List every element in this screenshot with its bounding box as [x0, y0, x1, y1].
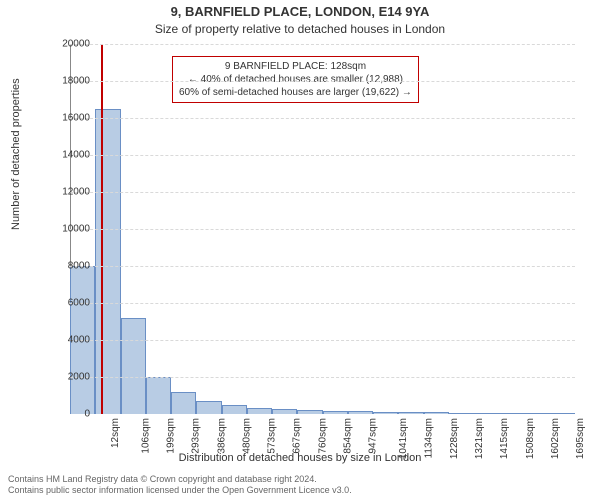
x-tick-label: 667sqm — [292, 418, 303, 454]
x-tick-label: 1695sqm — [575, 418, 586, 459]
histogram-bar — [525, 413, 550, 414]
histogram-bar — [499, 413, 524, 414]
x-tick-label: 760sqm — [317, 418, 328, 454]
gridline — [70, 192, 575, 193]
x-tick-label: 1134sqm — [423, 418, 434, 458]
y-tick-label: 2000 — [30, 372, 90, 383]
annotation-box: 9 BARNFIELD PLACE: 128sqm ← 40% of detac… — [172, 56, 419, 103]
x-tick-label: 12sqm — [110, 418, 121, 448]
x-tick-label: 199sqm — [166, 418, 177, 454]
gridline — [70, 303, 575, 304]
gridline — [70, 155, 575, 156]
x-tick-label: 1321sqm — [474, 418, 485, 459]
histogram-bar — [348, 411, 373, 414]
chart-subtitle: Size of property relative to detached ho… — [0, 22, 600, 36]
gridline — [70, 118, 575, 119]
x-tick-label: 1041sqm — [399, 418, 410, 459]
histogram-bar — [121, 318, 146, 414]
histogram-bar — [449, 413, 474, 414]
histogram-bar — [272, 409, 297, 414]
x-tick-label: 293sqm — [191, 418, 202, 454]
x-tick-label: 573sqm — [267, 418, 278, 454]
histogram-bar — [196, 401, 221, 414]
y-tick-label: 6000 — [30, 298, 90, 309]
histogram-bar — [247, 408, 272, 414]
y-tick-label: 4000 — [30, 335, 90, 346]
y-tick-label: 0 — [30, 409, 90, 420]
x-tick-label: 106sqm — [140, 418, 151, 454]
annotation-line3: 60% of semi-detached houses are larger (… — [179, 86, 412, 99]
gridline — [70, 44, 575, 45]
x-tick-label: 480sqm — [241, 418, 252, 454]
x-tick-label: 1602sqm — [550, 418, 561, 459]
gridline — [70, 340, 575, 341]
annotation-line1: 9 BARNFIELD PLACE: 128sqm — [179, 60, 412, 73]
footer-line2: Contains public sector information licen… — [8, 485, 352, 496]
chart-container: 9, BARNFIELD PLACE, LONDON, E14 9YA Size… — [0, 0, 600, 500]
y-tick-label: 10000 — [30, 224, 90, 235]
y-tick-label: 16000 — [30, 113, 90, 124]
histogram-bar — [424, 412, 449, 414]
y-tick-label: 20000 — [30, 39, 90, 50]
y-axis-title: Number of detached properties — [10, 78, 22, 230]
histogram-bar — [146, 377, 171, 414]
x-tick-label: 854sqm — [342, 418, 353, 454]
x-tick-label: 1228sqm — [449, 418, 460, 459]
plot-area: 9 BARNFIELD PLACE: 128sqm ← 40% of detac… — [70, 44, 575, 414]
histogram-bar — [550, 413, 575, 414]
footer: Contains HM Land Registry data © Crown c… — [8, 474, 352, 496]
annotation-line2: ← 40% of detached houses are smaller (12… — [179, 73, 412, 86]
gridline — [70, 377, 575, 378]
gridline — [70, 266, 575, 267]
histogram-bar — [323, 411, 348, 414]
x-tick-label: 1508sqm — [525, 418, 536, 459]
histogram-bar — [171, 392, 196, 414]
x-tick-label: 947sqm — [368, 418, 379, 454]
x-tick-label: 1415sqm — [500, 418, 511, 459]
histogram-bar — [474, 413, 499, 414]
histogram-bar — [297, 410, 322, 414]
histogram-bar — [373, 412, 398, 414]
histogram-bar — [398, 412, 423, 414]
footer-line1: Contains HM Land Registry data © Crown c… — [8, 474, 352, 485]
y-tick-label: 14000 — [30, 150, 90, 161]
x-tick-label: 386sqm — [216, 418, 227, 454]
gridline — [70, 229, 575, 230]
histogram-bar — [222, 405, 247, 414]
y-tick-label: 12000 — [30, 187, 90, 198]
gridline — [70, 81, 575, 82]
y-tick-label: 18000 — [30, 76, 90, 87]
y-tick-label: 8000 — [30, 261, 90, 272]
chart-title: 9, BARNFIELD PLACE, LONDON, E14 9YA — [0, 4, 600, 19]
